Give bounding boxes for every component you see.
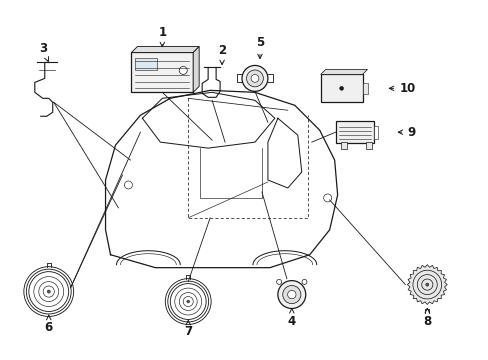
Text: 8: 8 xyxy=(422,309,430,328)
Text: 2: 2 xyxy=(218,44,225,64)
Bar xyxy=(373,126,378,139)
Circle shape xyxy=(186,300,189,303)
Text: 1: 1 xyxy=(158,26,166,47)
Text: 7: 7 xyxy=(184,320,192,338)
Polygon shape xyxy=(131,46,199,53)
Bar xyxy=(365,142,371,149)
Bar xyxy=(335,121,373,143)
Text: 10: 10 xyxy=(388,82,415,95)
Bar xyxy=(135,58,157,71)
Text: 3: 3 xyxy=(39,42,48,62)
Text: 6: 6 xyxy=(44,315,53,334)
Text: 4: 4 xyxy=(287,309,295,328)
Circle shape xyxy=(282,285,300,303)
Polygon shape xyxy=(320,69,367,75)
Circle shape xyxy=(47,290,50,293)
Bar xyxy=(131,53,193,92)
Circle shape xyxy=(277,280,305,309)
Circle shape xyxy=(339,86,343,90)
Circle shape xyxy=(242,66,267,91)
Circle shape xyxy=(179,67,187,75)
Bar xyxy=(340,142,346,149)
Circle shape xyxy=(287,291,295,299)
Polygon shape xyxy=(193,46,199,92)
Text: 9: 9 xyxy=(397,126,415,139)
Circle shape xyxy=(246,70,263,87)
Text: 5: 5 xyxy=(255,36,264,59)
Circle shape xyxy=(302,279,306,284)
Bar xyxy=(362,83,367,94)
Polygon shape xyxy=(407,265,447,305)
Circle shape xyxy=(276,279,281,284)
Bar xyxy=(320,75,362,102)
Circle shape xyxy=(425,283,428,286)
Circle shape xyxy=(250,75,258,82)
